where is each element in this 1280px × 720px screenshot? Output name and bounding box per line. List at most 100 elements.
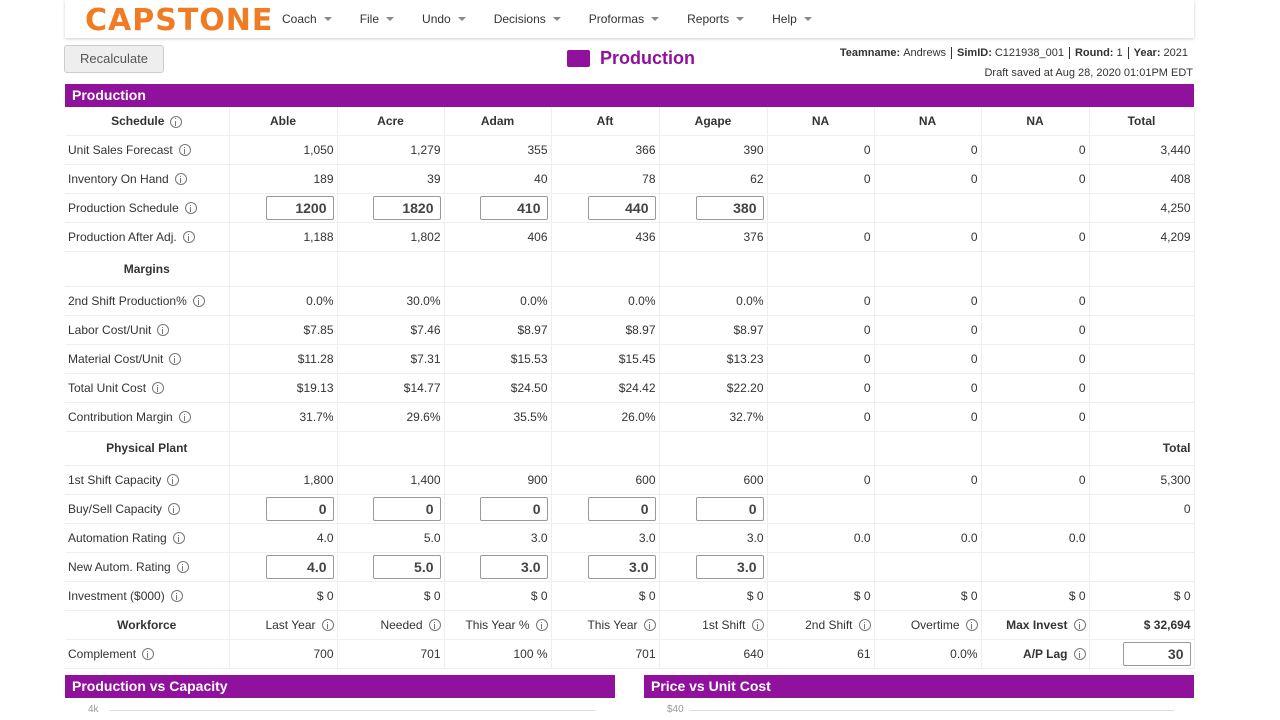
cell xyxy=(1089,286,1195,315)
field-value: Andrews xyxy=(903,47,947,59)
info-icon[interactable] xyxy=(178,411,191,424)
info-icon[interactable] xyxy=(167,474,180,487)
field-label: Round: xyxy=(1074,47,1114,59)
cell: $22.20 xyxy=(659,373,768,402)
info-icon[interactable] xyxy=(858,619,871,632)
cell-text: 0 xyxy=(863,229,871,244)
header-cell xyxy=(1089,251,1195,286)
menu-item[interactable]: Help xyxy=(772,12,812,26)
input-box[interactable]: 3.0 xyxy=(695,554,764,579)
cell-text: $14.77 xyxy=(403,380,441,395)
cell xyxy=(1089,552,1195,581)
info-icon[interactable] xyxy=(1073,648,1086,661)
production-table: Schedule Able Acre Adam Aft Agape NA NA NA Total U… xyxy=(65,107,1195,669)
info-icon[interactable] xyxy=(170,115,183,128)
input-box[interactable]: 380 xyxy=(695,195,764,220)
cell-text: 0 xyxy=(863,171,871,186)
input-box[interactable]: 5.0 xyxy=(372,554,441,579)
recalculate-button[interactable]: Recalculate xyxy=(64,45,164,73)
row-label-text: Unit Sales Forecast xyxy=(68,142,173,157)
row-label-text: New Autom. Rating xyxy=(68,559,171,574)
cell-text: $7.85 xyxy=(303,322,334,337)
row-label-text: Automation Rating xyxy=(68,530,167,545)
row-label-text: Production Schedule xyxy=(68,200,179,215)
cell-text: 0 xyxy=(970,472,978,487)
saved-status: Draft saved at Aug 28, 2020 01:01PM EDT xyxy=(984,67,1193,79)
cell-text: 30.0% xyxy=(406,293,441,308)
info-icon[interactable] xyxy=(751,619,764,632)
menu-item[interactable]: Proformas xyxy=(589,12,659,26)
menu-item[interactable]: Decisions xyxy=(494,12,561,26)
cell: 0.0% xyxy=(551,286,660,315)
table-row: Investment ($000) $ 0 $ 0 $ 0 $ 0 $ 0 $ 0 $ 0 $ … xyxy=(65,581,1195,610)
cell: $19.13 xyxy=(229,373,338,402)
input-box[interactable]: 30 xyxy=(1122,641,1191,666)
cell: 4,209 xyxy=(1089,222,1195,251)
menu-item[interactable]: File xyxy=(360,12,394,26)
info-icon[interactable] xyxy=(178,144,191,157)
input-box[interactable]: 0 xyxy=(265,496,334,521)
input-box[interactable]: 4.0 xyxy=(265,554,334,579)
info-icon[interactable] xyxy=(428,619,441,632)
team-field: SimID: C121938_001 xyxy=(951,47,1069,59)
row-label: Material Cost/Unit xyxy=(65,344,230,373)
info-icon[interactable] xyxy=(1073,619,1086,632)
cell: 30.0% xyxy=(337,286,445,315)
menu-item[interactable]: Coach xyxy=(282,12,332,26)
cell-text: 0 xyxy=(863,380,871,395)
info-icon[interactable] xyxy=(192,295,205,308)
info-icon[interactable] xyxy=(169,353,182,366)
cell-text: $ 0 xyxy=(638,588,656,603)
cell xyxy=(981,494,1090,523)
header-cell xyxy=(551,431,660,465)
info-icon[interactable] xyxy=(184,202,197,215)
input-box[interactable]: 3.0 xyxy=(479,554,548,579)
table-row: Complement 700 701 100 % 701 640 61 0.0% A/P Lag… xyxy=(65,639,1195,668)
header-cell: Acre xyxy=(337,107,445,135)
cell: 3.0 xyxy=(659,523,768,552)
info-icon[interactable] xyxy=(965,619,978,632)
info-icon[interactable] xyxy=(321,619,334,632)
info-icon[interactable] xyxy=(170,590,183,603)
header-cell: Adam xyxy=(444,107,552,135)
input-box[interactable]: 1200 xyxy=(265,195,334,220)
input-box[interactable]: 0 xyxy=(587,496,656,521)
input-box[interactable]: 1820 xyxy=(372,195,441,220)
info-icon[interactable] xyxy=(157,324,170,337)
info-icon[interactable] xyxy=(152,382,165,395)
info-icon[interactable] xyxy=(176,561,189,574)
input-box[interactable]: 0 xyxy=(479,496,548,521)
input-box[interactable]: 410 xyxy=(479,195,548,220)
input-box[interactable]: 440 xyxy=(587,195,656,220)
cell: 0.0% xyxy=(874,639,982,668)
row-label-text: Investment ($000) xyxy=(68,588,165,603)
cell-text: 0 xyxy=(1078,409,1086,424)
info-icon[interactable] xyxy=(174,173,187,186)
info-icon[interactable] xyxy=(535,619,548,632)
header-cell xyxy=(229,251,338,286)
info-icon[interactable] xyxy=(643,619,656,632)
section-title-text: Margins xyxy=(123,261,170,276)
info-icon[interactable] xyxy=(172,532,185,545)
info-icon[interactable] xyxy=(182,231,195,244)
cell: 1,400 xyxy=(337,465,445,494)
info-icon[interactable] xyxy=(142,648,155,661)
cell: 1200 xyxy=(229,193,338,222)
info-icon[interactable] xyxy=(168,503,181,516)
table-row: Inventory On Hand 189 39 40 78 62 0 0 0 408 xyxy=(65,164,1195,193)
cell-text: 3,440 xyxy=(1160,142,1191,157)
input-box[interactable]: 0 xyxy=(695,496,764,521)
cell-text: $13.23 xyxy=(726,351,764,366)
cell-text: 1,050 xyxy=(303,142,334,157)
input-box[interactable]: 0 xyxy=(372,496,441,521)
input-box[interactable]: 3.0 xyxy=(587,554,656,579)
cell-text: 189 xyxy=(313,171,334,186)
menu-item[interactable]: Undo xyxy=(422,12,466,26)
logo[interactable]: CAPSTONE xyxy=(85,3,274,38)
cell-text: 0.0 xyxy=(853,530,871,545)
cell: $ 0 xyxy=(229,581,338,610)
menu-item[interactable]: Reports xyxy=(687,12,744,26)
cell-text: $ 0 xyxy=(960,588,978,603)
header-cell xyxy=(874,431,982,465)
cell-text: 0 xyxy=(970,229,978,244)
